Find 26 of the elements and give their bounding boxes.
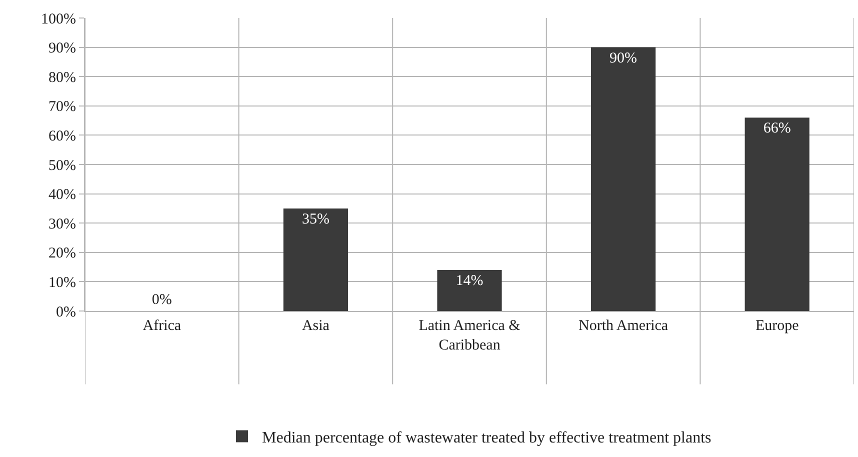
data-label: 66% (763, 120, 791, 137)
y-tick-label: 40% (48, 187, 76, 204)
bar (591, 47, 656, 311)
x-tick-label: North America (578, 318, 668, 334)
y-tick-label: 70% (48, 99, 76, 116)
y-tick-label: 20% (48, 246, 76, 262)
y-tick-label: 100% (41, 11, 76, 28)
data-label: 14% (456, 272, 484, 289)
y-tick-label: 0% (56, 304, 76, 320)
y-tick-label: 80% (48, 70, 76, 86)
bar (283, 208, 348, 311)
y-tick-label: 60% (48, 128, 76, 144)
y-tick-label: 90% (48, 40, 76, 57)
bar (437, 270, 502, 311)
x-tick-label: Europe (755, 318, 800, 334)
y-tick-label: 30% (48, 216, 76, 232)
y-tick-label: 10% (48, 274, 76, 291)
x-tick-label: Africa (142, 318, 182, 334)
y-tick-label: 50% (48, 158, 76, 174)
x-tick-label: Asia (302, 318, 330, 334)
x-tick-label: Latin America & Caribbean (418, 318, 521, 354)
data-label: 0% (152, 292, 172, 308)
data-label: 35% (302, 211, 330, 228)
bar (744, 118, 810, 311)
legend-label: Median percentage of wastewater treated by effective treatment plants (262, 430, 712, 447)
data-label: 90% (610, 50, 638, 66)
